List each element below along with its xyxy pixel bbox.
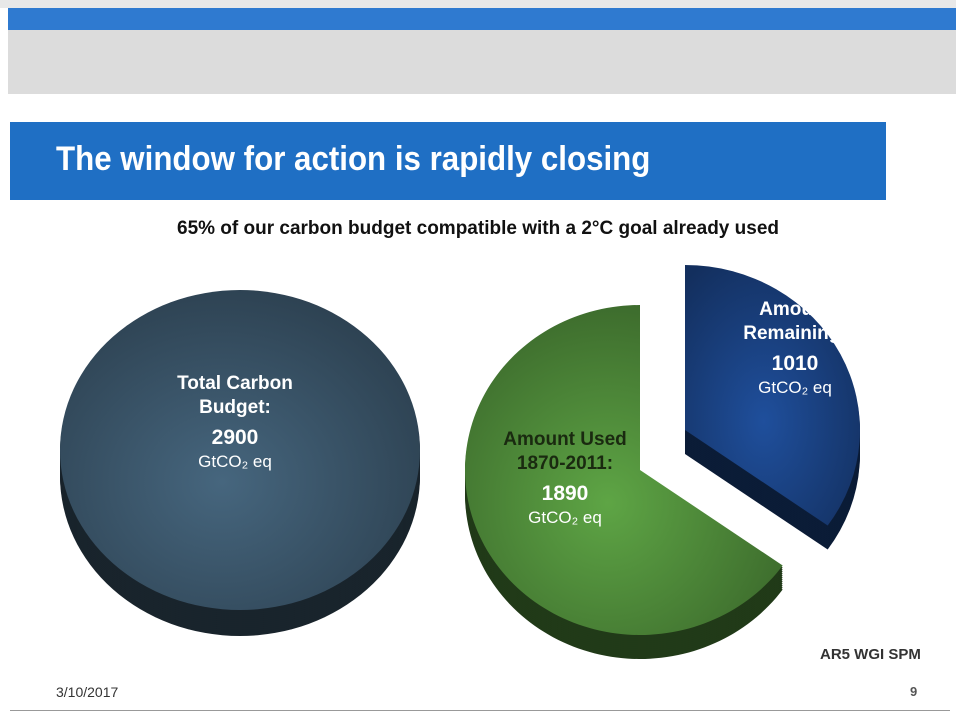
title-bar [10, 122, 886, 200]
category: Amount Remaining: [743, 299, 847, 344]
page-number: 9 [910, 684, 918, 699]
value: 1890 [541, 482, 589, 505]
unit: GtCO₂ eq [198, 452, 272, 471]
grey-band [8, 30, 956, 94]
slice-label: Amount Used 1870-2011: 1890 GtCO₂ eq [480, 428, 650, 530]
source: AR5 WGI SPM [820, 646, 921, 663]
unit: GtCO₂ eq [758, 378, 832, 397]
pie-slice [685, 265, 860, 526]
slice-label: Total Carbon Budget: 2900 GtCO₂ eq [150, 372, 320, 474]
title: The window for action is rapidly closing [56, 140, 651, 178]
blue-band [8, 8, 956, 30]
category: Total Carbon Budget: [177, 373, 293, 418]
subtitle: 65% of our carbon budget compatible with… [177, 218, 779, 239]
top-band [0, 0, 956, 8]
footer-line [10, 710, 950, 711]
slice-label: Amount Remaining: 1010 GtCO₂ eq [720, 298, 870, 400]
pie-slice [60, 290, 420, 610]
category: Amount Used 1870-2011: [503, 429, 627, 474]
value: 1010 [771, 352, 819, 375]
unit: GtCO₂ eq [528, 508, 602, 527]
value: 2900 [211, 426, 259, 449]
pie-slice [464, 305, 783, 635]
date: 3/10/2017 [56, 684, 119, 700]
